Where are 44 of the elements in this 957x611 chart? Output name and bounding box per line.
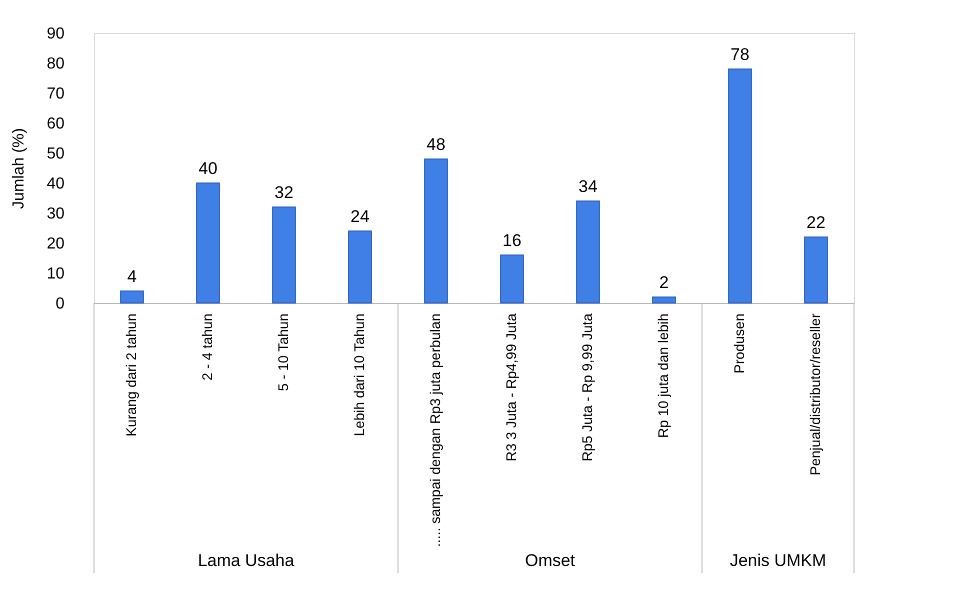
y-tick-label: 30 (46, 206, 65, 222)
data-label: 40 (198, 159, 218, 178)
x-tick-label: R3 3 Juta - Rp4,99 Juta (503, 313, 519, 462)
data-label: 48 (426, 135, 446, 154)
x-tick-label: Lebih dari 10 Tahun (351, 314, 367, 436)
bar (652, 296, 676, 304)
text: Lama Usaha (198, 551, 295, 570)
y-tick-label: 90 (46, 26, 65, 42)
y-tick-label: 0 (56, 296, 65, 312)
x-tick-label: Rp 10 juta dan lebih (655, 314, 671, 438)
bar (500, 254, 524, 304)
text: Omset (524, 551, 576, 570)
data-label: 4 (127, 267, 137, 286)
x-tick-label: Rp5 Juta - Rp 9,99 Juta (579, 313, 595, 462)
data-label: 34 (578, 177, 598, 196)
bar (348, 230, 372, 304)
bar (728, 68, 752, 304)
y-tick-label: 60 (46, 116, 65, 132)
data-label: 32 (274, 183, 294, 202)
x-tick-label: Produsen (731, 314, 747, 374)
data-label: 78 (730, 45, 750, 64)
y-axis-title: Jumlah (%) (10, 128, 28, 209)
x-tick-label: Kurang dari 2 tahun (123, 314, 139, 436)
data-label: 16 (502, 231, 522, 250)
y-tick-label: 80 (46, 56, 65, 72)
y-tick-label: 40 (46, 176, 65, 192)
bar (576, 200, 600, 304)
data-label: 22 (806, 213, 826, 232)
bar (272, 206, 296, 304)
bar (120, 290, 144, 304)
y-tick-label: 70 (46, 86, 65, 102)
bar (424, 158, 448, 304)
y-tick-label: 20 (46, 236, 65, 252)
text: Jenis UMKM (730, 551, 826, 570)
x-tick-label: 2 - 4 tahun (199, 314, 215, 380)
x-tick-label: ..... sampai dengan Rp3 juta perbulan (427, 314, 443, 547)
data-label: 2 (659, 273, 669, 292)
data-label: 24 (350, 207, 370, 226)
x-tick-label: Penjual/distributor/reseller (807, 313, 823, 476)
x-tick-label: 5 - 10 Tahun (275, 314, 291, 392)
y-tick-label: 50 (46, 146, 65, 162)
bar (804, 236, 828, 304)
bar (196, 182, 220, 304)
y-tick-label: 10 (46, 266, 65, 282)
